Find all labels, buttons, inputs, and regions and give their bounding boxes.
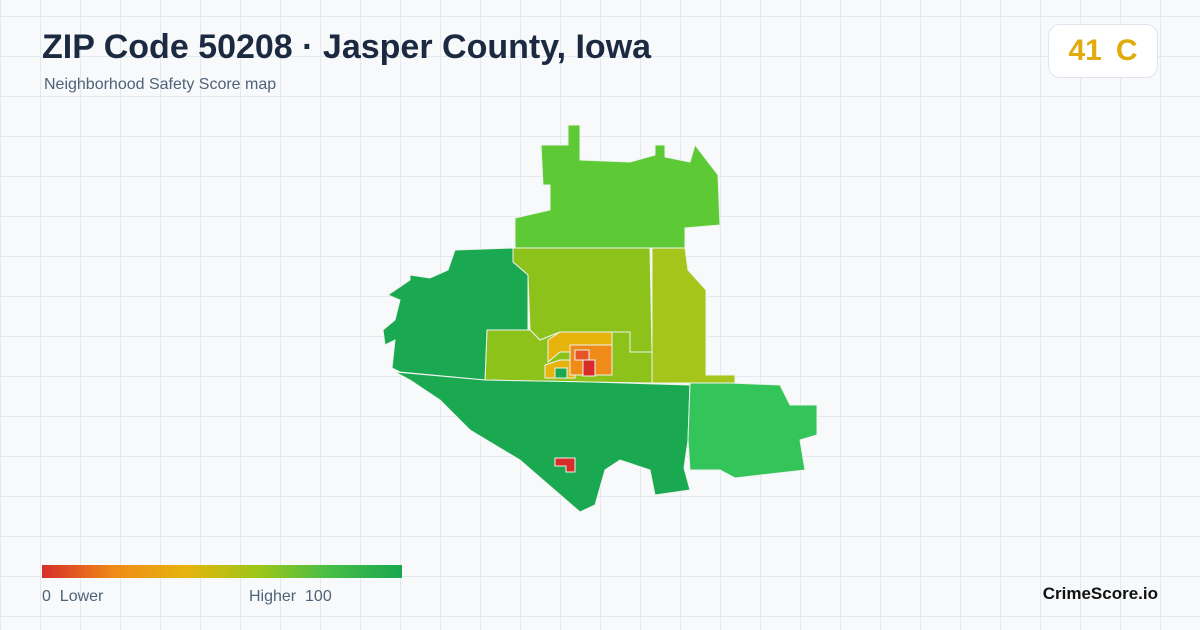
legend-low-value: 0 bbox=[42, 588, 51, 605]
subtitle: Neighborhood Safety Score map bbox=[44, 76, 277, 93]
region bbox=[574, 349, 590, 361]
score-grade: C bbox=[1115, 34, 1138, 67]
brand: CrimeScore.io bbox=[1042, 584, 1158, 603]
legend-gradient bbox=[42, 565, 402, 578]
legend-high: Higher 100 bbox=[249, 588, 332, 606]
region bbox=[554, 367, 568, 379]
title: ZIP Code 50208 · Jasper County, Iowa bbox=[42, 28, 652, 66]
legend-low: 0 Lower bbox=[42, 588, 103, 606]
score-badge: 41 C bbox=[1048, 24, 1158, 78]
region bbox=[394, 371, 691, 513]
region bbox=[651, 247, 736, 384]
region bbox=[554, 457, 576, 473]
region bbox=[514, 124, 721, 271]
region bbox=[687, 382, 818, 479]
legend-high-value: 100 bbox=[305, 588, 332, 605]
legend-low-label: Lower bbox=[59, 588, 104, 605]
score-value: 41 bbox=[1068, 34, 1102, 67]
region bbox=[382, 247, 529, 381]
region bbox=[582, 359, 596, 377]
legend-high-label: Higher bbox=[249, 588, 297, 605]
